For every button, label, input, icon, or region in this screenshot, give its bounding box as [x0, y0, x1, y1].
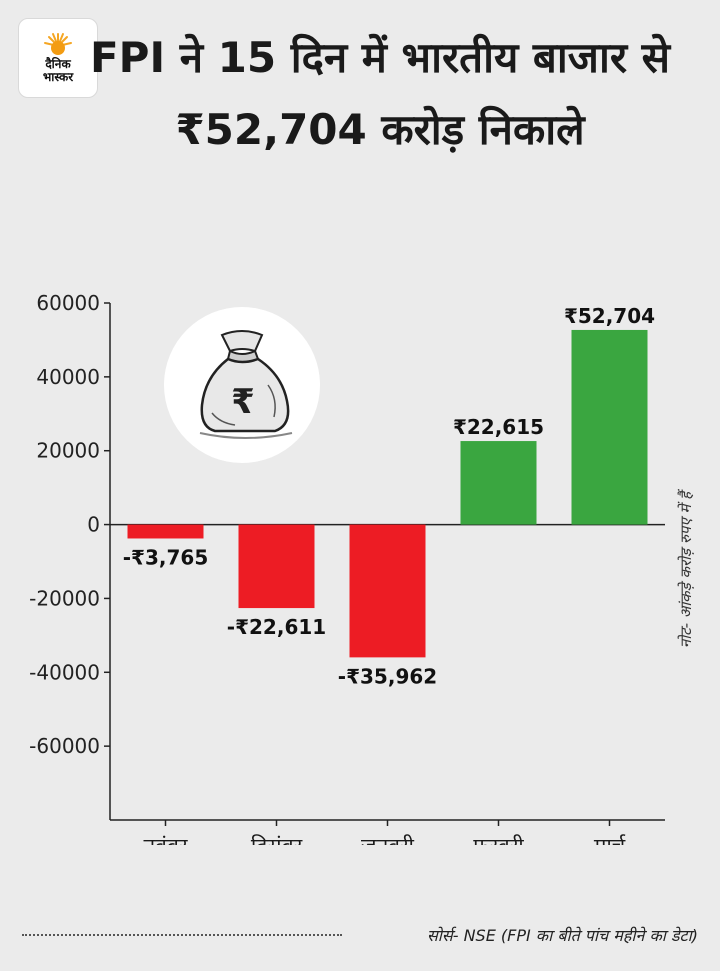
x-tick-label: नवंबर	[144, 834, 188, 845]
x-tick-label: दिसंबर	[251, 834, 303, 845]
rupee-symbol: ₹	[231, 382, 255, 422]
money-bag-rupee-icon: ₹	[164, 307, 320, 463]
bar-value-label: -₹22,611	[227, 615, 326, 639]
page-title: FPI ने 15 दिन में भारतीय बाजार से ₹52,70…	[89, 33, 671, 154]
y-tick-label: -60000	[29, 734, 100, 758]
bar-value-label: ₹52,704	[564, 304, 655, 328]
logo-text-line1: दैनिक	[45, 57, 71, 71]
bar-value-label: -₹3,765	[123, 545, 208, 569]
sun-icon	[44, 33, 72, 55]
bar	[460, 441, 537, 525]
y-tick-label: 60000	[36, 291, 100, 315]
bar	[127, 524, 204, 539]
x-tick-label: जनवरी	[361, 834, 415, 845]
bar-value-label: ₹22,615	[453, 415, 544, 439]
bar	[238, 524, 315, 609]
dainik-bhaskar-logo: दैनिक भास्कर	[18, 18, 98, 98]
y-tick-label: 0	[87, 513, 100, 537]
bar-chart: ₹ 60000 40000 20000 0 -20000 -40000 -60000 -₹3…	[29, 291, 665, 845]
logo-text-line2: भास्कर	[42, 70, 74, 84]
source-text: सोर्स- NSE (FPI का बीते पांच महीने का डे…	[426, 926, 698, 945]
y-tick-label: 40000	[36, 365, 100, 389]
source-divider	[22, 934, 342, 936]
bar	[349, 524, 426, 658]
x-tick-label: फरवरी	[473, 834, 524, 845]
y-tick-label: -20000	[29, 586, 100, 610]
bar	[571, 329, 648, 525]
x-tick-label: मार्च	[594, 834, 626, 845]
y-tick-label: 20000	[36, 439, 100, 463]
y-tick-label: -40000	[29, 660, 100, 684]
units-note: नोट- आंकड़े करोड़ रुपए में हैं	[677, 491, 695, 649]
bar-value-label: -₹35,962	[338, 664, 437, 688]
